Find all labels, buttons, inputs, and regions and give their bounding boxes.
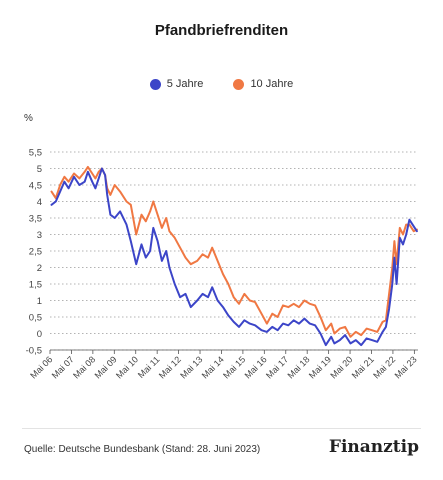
y-tick-label: -0,5: [26, 346, 42, 357]
x-tick-label: Mai 08: [71, 354, 97, 380]
x-tick-label: Mai 12: [157, 354, 183, 380]
brand-logo: Finanztip: [328, 437, 419, 457]
legend-label-5-jahre: 5 Jahre: [166, 78, 204, 90]
x-tick-label: Mai 21: [350, 354, 376, 380]
source-note: Quelle: Deutsche Bundesbank (Stand: 28. …: [24, 444, 261, 455]
legend-marker-5-jahre: [149, 78, 161, 90]
y-tick-label: 1,5: [29, 280, 42, 291]
x-tick-label: Mai 06: [28, 354, 54, 380]
y-tick-label: 4,5: [29, 181, 42, 192]
y-tick-label: 0: [37, 329, 42, 340]
x-tick-label: Mai 18: [285, 354, 311, 380]
legend-label-10-jahre: 10 Jahre: [250, 78, 294, 90]
x-tick-label: Mai 14: [200, 354, 226, 380]
y-tick-label: 0,5: [29, 313, 42, 324]
y-axis-unit-label: %: [24, 113, 33, 124]
y-tick-label: 2,5: [29, 247, 42, 258]
x-tick-label: Mai 09: [93, 354, 119, 380]
x-tick-label: Mai 20: [328, 354, 354, 380]
x-tick-label: Mai 13: [178, 354, 204, 380]
y-tick-label: 4: [37, 197, 42, 208]
y-tick-label: 3,5: [29, 214, 42, 225]
x-tick-label: Mai 11: [136, 354, 162, 380]
x-tick-label: Mai 10: [114, 354, 140, 380]
x-tick-label: Mai 19: [307, 354, 333, 380]
y-tick-label: 3: [37, 230, 42, 241]
x-tick-label: Mai 17: [264, 354, 290, 380]
x-tick-label: Mai 22: [371, 354, 397, 380]
footer-divider: [22, 428, 421, 429]
legend-marker-10-jahre: [233, 78, 245, 90]
x-tick-label: Mai 16: [243, 354, 269, 380]
y-tick-label: 2: [37, 263, 42, 274]
y-tick-label: 5,5: [29, 148, 42, 159]
legend: 5 Jahre 10 Jahre: [0, 78, 443, 90]
legend-item-5-jahre: 5 Jahre: [149, 78, 204, 90]
series-line-5-jahre: [50, 167, 418, 347]
y-tick-label: 1: [37, 296, 42, 307]
x-tick-label: Mai 23: [393, 354, 419, 380]
chart-title: Pfandbriefrenditen: [154, 22, 289, 39]
x-tick-label: Mai 07: [50, 354, 76, 380]
y-tick-label: 5: [37, 164, 42, 175]
legend-item-10-jahre: 10 Jahre: [233, 78, 293, 90]
x-tick-label: Mai 15: [221, 354, 247, 380]
